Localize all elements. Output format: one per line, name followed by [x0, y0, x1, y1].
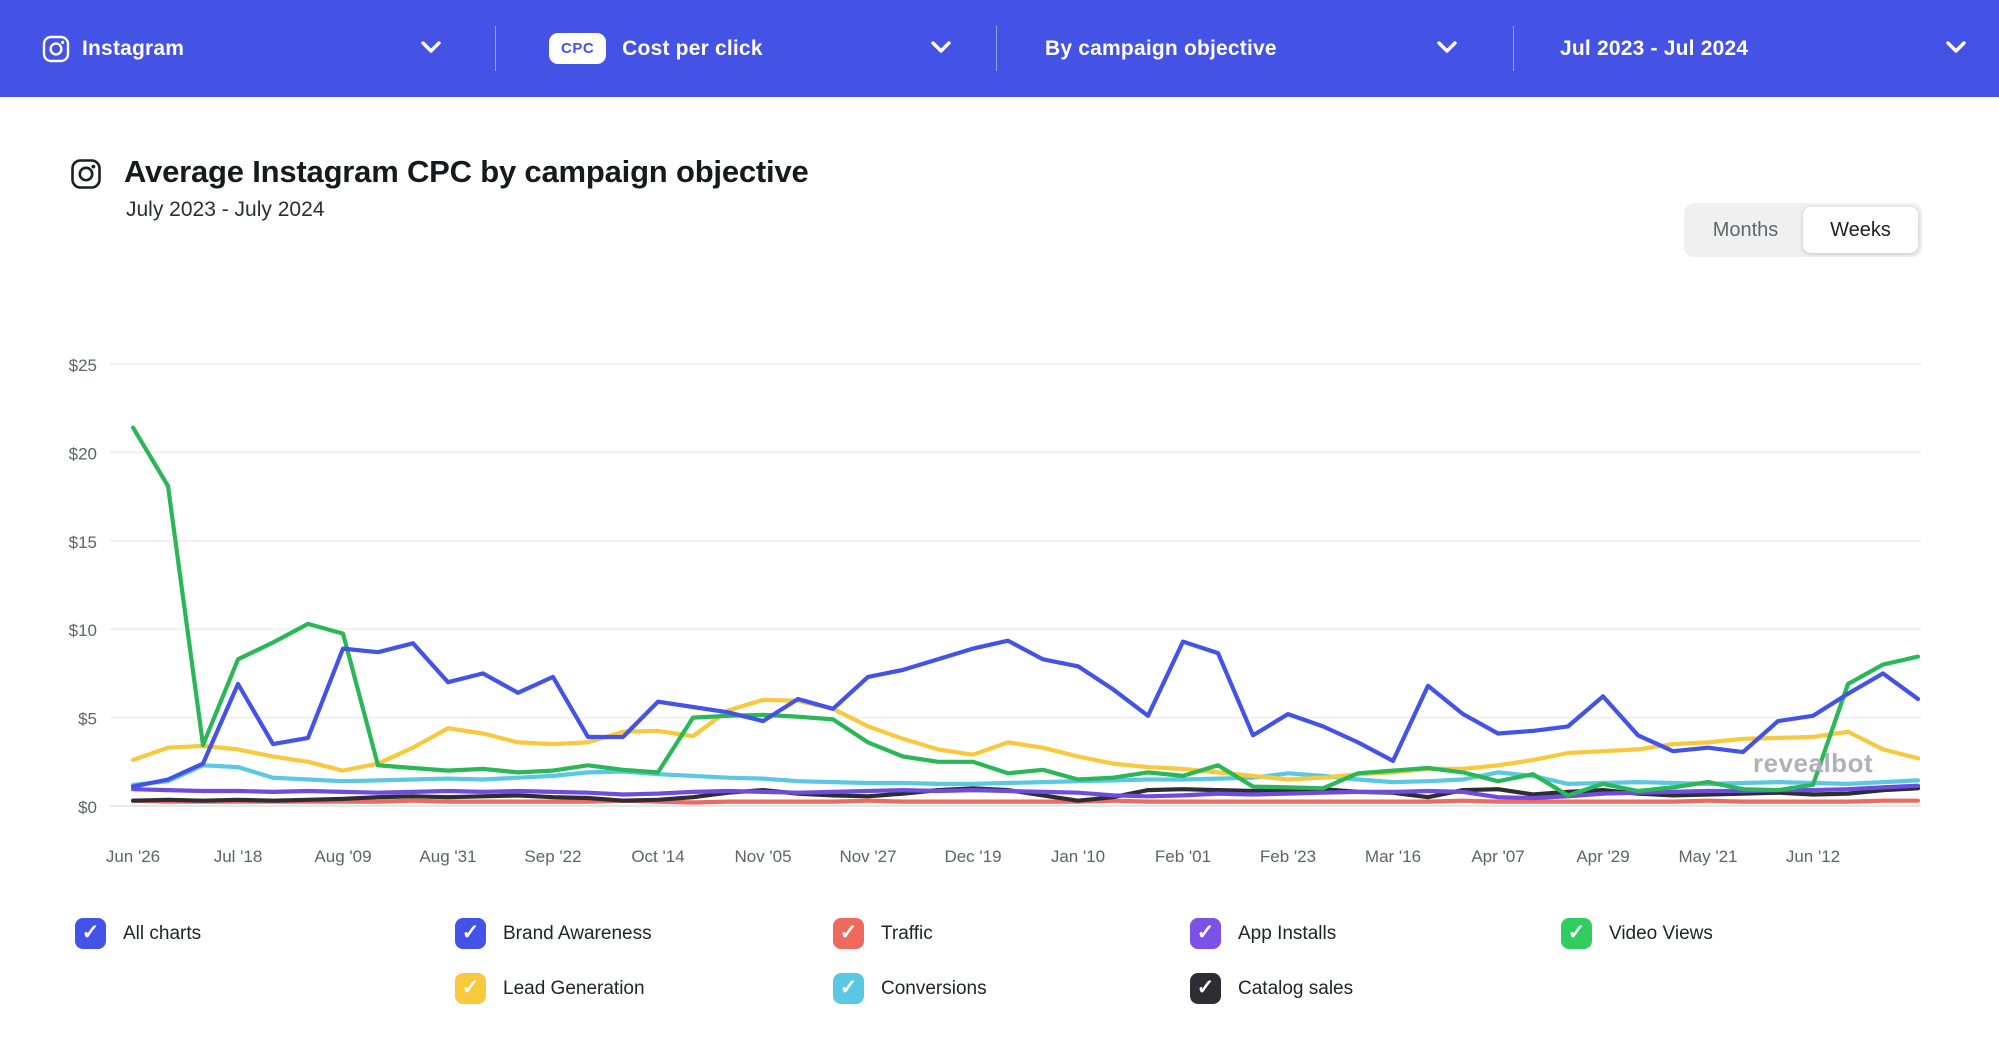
page-title: Average Instagram CPC by campaign object…: [124, 154, 809, 189]
instagram-icon: [42, 35, 70, 62]
x-axis-tick-label: Jul '18: [214, 847, 263, 866]
legend-label-video-views: Video Views: [1609, 922, 1713, 944]
chevron-down-icon[interactable]: [930, 39, 952, 55]
y-axis-tick-label: $0: [78, 798, 97, 817]
metric-label: Cost per click: [622, 36, 763, 60]
series-line-traffic: [130, 798, 1921, 805]
chevron-down-icon[interactable]: [420, 39, 442, 55]
checkmark-icon: ✓: [461, 976, 480, 999]
instagram-icon: [71, 159, 101, 189]
y-axis-tick-label: $25: [69, 356, 97, 375]
legend-label-traffic: Traffic: [881, 922, 933, 944]
y-axis-tick-label: $10: [69, 621, 97, 640]
breakdown-dropdown[interactable]: By campaign objective: [1045, 0, 1277, 97]
legend-label-brand-awareness: Brand Awareness: [503, 922, 652, 944]
x-axis-tick-label: Aug '31: [419, 847, 476, 866]
metric-dropdown[interactable]: CPC Cost per click: [549, 0, 763, 97]
legend-checkbox-lead-generation[interactable]: ✓: [455, 973, 486, 1004]
checkmark-icon: ✓: [81, 921, 100, 944]
legend-item-traffic[interactable]: ✓ Traffic: [833, 918, 933, 949]
topbar-divider: [495, 26, 496, 71]
x-axis-tick-label: Apr '29: [1576, 847, 1629, 866]
legend-item-lead-generation[interactable]: ✓ Lead Generation: [455, 973, 645, 1004]
x-axis-tick-label: Feb '01: [1155, 847, 1211, 866]
toggle-months[interactable]: Months: [1712, 218, 1779, 241]
cpc-badge: CPC: [549, 33, 607, 64]
x-axis-tick-label: Feb '23: [1260, 847, 1316, 866]
x-axis-tick-label: Jun '12: [1786, 847, 1840, 866]
legend-checkbox-video-views[interactable]: ✓: [1561, 918, 1592, 949]
legend-checkbox-conversions[interactable]: ✓: [833, 973, 864, 1004]
checkmark-icon: ✓: [461, 921, 480, 944]
x-axis-tick-label: May '21: [1679, 847, 1738, 866]
legend-label-catalog-sales: Catalog sales: [1238, 977, 1354, 999]
x-axis-tick-label: Dec '19: [944, 847, 1001, 866]
page-subtitle: July 2023 - July 2024: [126, 198, 325, 221]
legend-label-lead-generation: Lead Generation: [503, 977, 645, 999]
series-line-app-installs: [130, 783, 1921, 801]
toggle-weeks[interactable]: Weeks: [1803, 207, 1918, 253]
revealbot-watermark: revealbot: [1753, 748, 1874, 778]
legend-label-conversions: Conversions: [881, 977, 987, 999]
legend-item-video-views[interactable]: ✓ Video Views: [1561, 918, 1713, 949]
topbar-divider: [996, 26, 997, 71]
checkmark-icon: ✓: [1196, 976, 1215, 999]
legend-item-conversions[interactable]: ✓ Conversions: [833, 973, 987, 1004]
x-axis-tick-label: Oct '14: [631, 847, 684, 866]
date-range-dropdown[interactable]: Jul 2023 - Jul 2024: [1560, 0, 1748, 97]
y-axis-tick-label: $5: [78, 710, 97, 729]
chart-legend: ✓ All charts ✓ Brand Awareness ✓ Lead Generat…: [0, 900, 1999, 1040]
top-filter-bar: Instagram CPC Cost per click By campaign…: [0, 0, 1999, 97]
legend-item-brand-awareness[interactable]: ✓ Brand Awareness: [455, 918, 652, 949]
y-axis-tick-label: $20: [69, 444, 97, 463]
legend-checkbox-traffic[interactable]: ✓: [833, 918, 864, 949]
cpc-line-chart: $0 $5 $10 $15 $20 $25 Jun '26 Jul '18 Aug '09 Aug…: [69, 356, 1921, 866]
legend-label-app-installs: App Installs: [1238, 922, 1337, 944]
series-line-conversions: [130, 763, 1921, 787]
series-line-brand-awareness: [130, 638, 1921, 789]
legend-checkbox-brand-awareness[interactable]: ✓: [455, 918, 486, 949]
checkmark-icon: ✓: [839, 921, 858, 944]
legend-checkbox-catalog-sales[interactable]: ✓: [1190, 973, 1221, 1004]
channel-label: Instagram: [82, 36, 185, 60]
chevron-down-icon[interactable]: [1436, 39, 1458, 55]
x-axis-tick-label: Mar '16: [1365, 847, 1421, 866]
x-axis-tick-label: Sep '22: [524, 847, 581, 866]
legend-item-app-installs[interactable]: ✓ App Installs: [1190, 918, 1336, 949]
breakdown-label: By campaign objective: [1045, 36, 1277, 60]
x-axis-tick-label: Nov '05: [734, 847, 791, 866]
x-axis-tick-label: Apr '07: [1471, 847, 1524, 866]
chevron-down-icon[interactable]: [1945, 39, 1967, 55]
legend-checkbox-app-installs[interactable]: ✓: [1190, 918, 1221, 949]
granularity-toggle: Months Weeks: [1684, 203, 1922, 257]
checkmark-icon: ✓: [1196, 921, 1215, 944]
checkmark-icon: ✓: [1567, 921, 1586, 944]
series-line-lead-generation: [130, 697, 1921, 782]
x-axis-tick-label: Jan '10: [1051, 847, 1105, 866]
series-line-video-views: [130, 425, 1921, 798]
topbar-divider: [1513, 26, 1514, 71]
date-range-label: Jul 2023 - Jul 2024: [1560, 36, 1749, 60]
x-axis-tick-label: Nov '27: [839, 847, 896, 866]
legend-label-all-charts: All charts: [123, 922, 202, 944]
channel-dropdown[interactable]: Instagram: [42, 0, 184, 97]
legend-item-catalog-sales[interactable]: ✓ Catalog sales: [1190, 973, 1353, 1004]
legend-checkbox-all-charts[interactable]: ✓: [75, 918, 106, 949]
legend-item-all-charts[interactable]: ✓ All charts: [75, 918, 201, 949]
y-axis-tick-label: $15: [69, 533, 97, 552]
x-axis-tick-label: Jun '26: [106, 847, 160, 866]
checkmark-icon: ✓: [839, 976, 858, 999]
x-axis-tick-label: Aug '09: [314, 847, 371, 866]
